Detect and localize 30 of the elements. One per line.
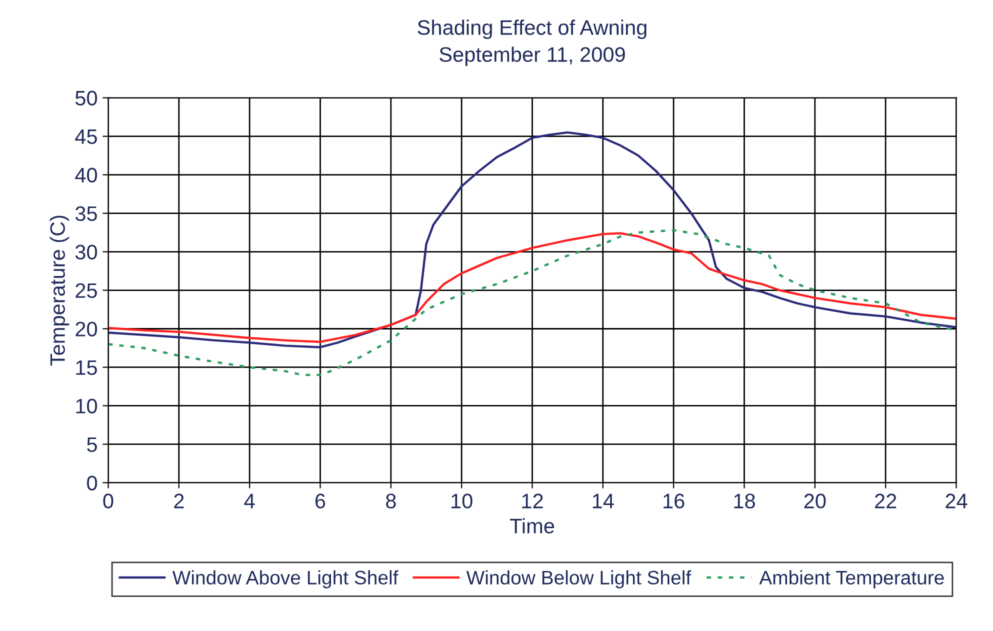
y-tick-label: 40 xyxy=(75,168,98,183)
legend-label: Window Below Light Shelf xyxy=(466,570,692,588)
y-tick-label: 35 xyxy=(75,206,97,222)
x-tick-label: 20 xyxy=(804,494,826,508)
y-tick-label: 50 xyxy=(75,90,98,106)
legend-label: Ambient Temperature xyxy=(759,570,944,588)
y-tick-label: 10 xyxy=(76,398,98,414)
x-tick-label: 12 xyxy=(522,494,543,508)
x-tick-label: 4 xyxy=(244,494,255,508)
x-tick-label: 8 xyxy=(386,494,396,508)
y-tick-label: 45 xyxy=(75,130,97,144)
x-axis-title: Time xyxy=(510,518,554,534)
y-axis-title: Temperature (C) xyxy=(50,216,70,366)
x-tick-label: 22 xyxy=(875,494,896,508)
x-tick-label: 10 xyxy=(452,494,472,508)
y-tick-label: 5 xyxy=(87,437,97,452)
y-tick-label: 20 xyxy=(76,322,98,337)
y-tick-label: 15 xyxy=(76,360,97,375)
x-tick-label: 2 xyxy=(174,494,184,508)
x-tick-label: 24 xyxy=(946,494,968,508)
x-tick-label: 18 xyxy=(734,494,755,508)
x-tick-label: 0 xyxy=(103,494,114,508)
y-tick-label: 30 xyxy=(75,244,98,260)
x-tick-label: 6 xyxy=(316,494,326,508)
chart-title: Shading Effect of Awning September 11, 2009 xyxy=(418,20,646,66)
y-tick-label: 25 xyxy=(76,283,97,298)
y-tick-label: 0 xyxy=(87,476,98,490)
legend-label: Window Above Light Shelf xyxy=(172,570,398,588)
x-tick-label: 16 xyxy=(664,494,684,508)
x-tick-label: 14 xyxy=(592,494,614,508)
